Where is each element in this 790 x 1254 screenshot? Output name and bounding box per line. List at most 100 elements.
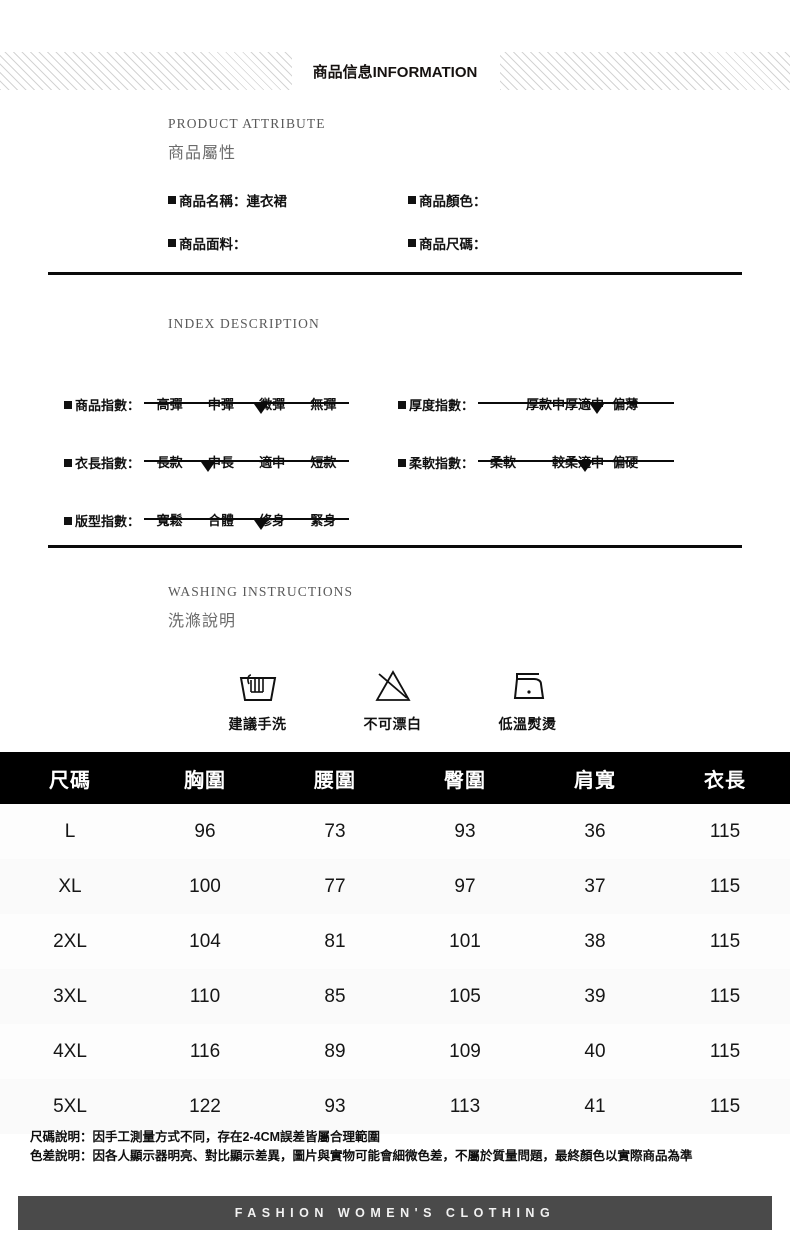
table-cell: 85 — [270, 969, 400, 1024]
table-cell: 97 — [400, 859, 530, 914]
scale-marker-triangle-icon — [254, 520, 269, 530]
attribute-label: 商品面料： — [179, 237, 247, 252]
table-header-cell: 衣長 — [660, 752, 790, 804]
table-row: L 96 73 93 36 115 — [0, 804, 790, 859]
attribute-label: 商品名稱： — [179, 194, 247, 209]
table-cell: 37 — [530, 859, 660, 914]
scale-line — [144, 460, 350, 472]
table-cell: 115 — [660, 859, 790, 914]
scale-option: 偏硬 — [612, 455, 639, 470]
index-column-right: 厚度指數： 厚款 中厚 適中 偏薄 柔軟指數： — [398, 388, 675, 504]
washing-item-low-iron: 低溫熨燙 — [460, 660, 595, 734]
table-cell: 41 — [530, 1079, 660, 1134]
index-row-length: 衣長指數： 長款 中長 適中 短款 — [64, 446, 350, 486]
index-scale: 厚款 中厚 適中 偏薄 — [478, 388, 675, 414]
size-note: 尺碼說明：因手工測量方式不同，存在2-4CM誤差皆屬合理範圍 — [30, 1130, 381, 1144]
size-chart-table: 尺碼 胸圍 腰圍 臀圍 肩寬 衣長 L 96 73 93 36 115 XL 1… — [0, 752, 790, 1134]
table-cell: 115 — [660, 804, 790, 859]
table-row: 3XL 110 85 105 39 115 — [0, 969, 790, 1024]
table-cell: 2XL — [0, 914, 140, 969]
scale-option: 長款 — [156, 455, 183, 470]
index-label-text: 厚度指數： — [409, 398, 475, 413]
disclaimer-notes: 尺碼說明：因手工測量方式不同，存在2-4CM誤差皆屬合理範圍 色差說明：因各人顯… — [30, 1128, 770, 1167]
scale-option: 適中 — [259, 455, 286, 470]
index-label-text: 柔軟指數： — [409, 456, 475, 471]
table-cell: 96 — [140, 804, 270, 859]
washing-item-label: 建議手洗 — [228, 716, 287, 732]
table-cell: 40 — [530, 1024, 660, 1079]
scale-marker-triangle-icon — [201, 462, 216, 472]
scale-line — [144, 402, 350, 414]
divider-after-attributes — [48, 272, 742, 275]
table-cell: 113 — [400, 1079, 530, 1134]
index-row-label: 版型指數： — [64, 504, 140, 530]
hand-wash-basin-icon — [190, 660, 325, 706]
table-cell: 115 — [660, 969, 790, 1024]
product-attribute-zh-title: 商品屬性 — [168, 145, 237, 162]
hatch-pattern-right — [500, 52, 790, 90]
attribute-product-size: 商品尺碼： — [408, 233, 487, 253]
table-cell: 93 — [400, 804, 530, 859]
index-row-thickness: 厚度指數： 厚款 中厚 適中 偏薄 — [398, 388, 675, 428]
washing-icon-row: 建議手洗 不可漂白 低溫熨燙 — [190, 660, 610, 734]
table-cell: 100 — [140, 859, 270, 914]
table-cell: 101 — [400, 914, 530, 969]
table-row: XL 100 77 97 37 115 — [0, 859, 790, 914]
table-row: 4XL 116 89 109 40 115 — [0, 1024, 790, 1079]
index-column-left: 商品指數： 高彈 中彈 微彈 無彈 衣長指數： — [64, 388, 350, 562]
index-row-label: 商品指數： — [64, 388, 140, 414]
table-cell: 110 — [140, 969, 270, 1024]
attribute-row: 商品名稱： 連衣裙 商品顏色： — [168, 190, 728, 210]
iron-low-temperature-one-dot-icon — [460, 660, 595, 706]
scale-option: 無彈 — [310, 397, 337, 412]
color-note: 色差說明：因各人顯示器明亮、對比顯示差異，圖片與實物可能會細微色差，不屬於質量問… — [30, 1149, 693, 1164]
attribute-product-name: 商品名稱： 連衣裙 — [168, 190, 408, 210]
scale-options: 長款 中長 適中 短款 — [144, 452, 349, 471]
scale-line — [478, 402, 675, 414]
square-bullet-icon — [398, 458, 406, 467]
table-cell: 89 — [270, 1024, 400, 1079]
washing-item-label: 低溫熨燙 — [498, 716, 557, 732]
table-cell: L — [0, 804, 140, 859]
washing-item-label: 不可漂白 — [363, 716, 422, 732]
scale-option: 較柔 — [552, 455, 579, 470]
washing-item-hand-wash: 建議手洗 — [190, 660, 325, 734]
index-label-text: 衣長指數： — [75, 456, 141, 471]
table-header-cell: 臀圍 — [400, 752, 530, 804]
brand-footer-text: FASHION WOMEN'S CLOTHING — [234, 1206, 556, 1220]
table-cell: 122 — [140, 1079, 270, 1134]
table-cell: 116 — [140, 1024, 270, 1079]
table-header-cell: 胸圍 — [140, 752, 270, 804]
square-bullet-icon — [408, 196, 416, 204]
index-description-heading: INDEX DESCRIPTION — [168, 316, 320, 332]
square-bullet-icon — [398, 400, 406, 409]
square-bullet-icon — [64, 400, 72, 409]
attribute-label: 商品尺碼： — [419, 237, 487, 252]
table-header-cell: 尺碼 — [0, 752, 140, 804]
index-scale: 寬鬆 合體 修身 緊身 — [144, 504, 350, 530]
square-bullet-icon — [168, 196, 176, 204]
scale-marker-triangle-icon — [590, 404, 605, 414]
table-cell: 3XL — [0, 969, 140, 1024]
scale-marker-triangle-icon — [254, 404, 269, 414]
attribute-row: 商品面料： 商品尺碼： — [168, 233, 728, 253]
table-cell: 4XL — [0, 1024, 140, 1079]
index-scale: 長款 中長 適中 短款 — [144, 446, 350, 472]
divider-after-index — [48, 545, 742, 548]
square-bullet-icon — [64, 516, 72, 525]
scale-line — [478, 460, 675, 472]
table-cell: 115 — [660, 914, 790, 969]
index-label-text: 版型指數： — [75, 514, 141, 529]
index-row-elasticity: 商品指數： 高彈 中彈 微彈 無彈 — [64, 388, 350, 428]
table-cell: 73 — [270, 804, 400, 859]
table-row: 2XL 104 81 101 38 115 — [0, 914, 790, 969]
index-scale: 高彈 中彈 微彈 無彈 — [144, 388, 350, 414]
table-cell: XL — [0, 859, 140, 914]
index-scale: 柔軟 較柔 適中 偏硬 — [478, 446, 675, 472]
hatch-pattern-left — [0, 52, 292, 90]
product-attribute-fields: 商品名稱： 連衣裙 商品顏色： 商品面料： 商品尺碼： — [168, 190, 728, 276]
table-cell: 5XL — [0, 1079, 140, 1134]
scale-option: 高彈 — [156, 397, 183, 412]
table-cell: 36 — [530, 804, 660, 859]
square-bullet-icon — [408, 239, 416, 247]
